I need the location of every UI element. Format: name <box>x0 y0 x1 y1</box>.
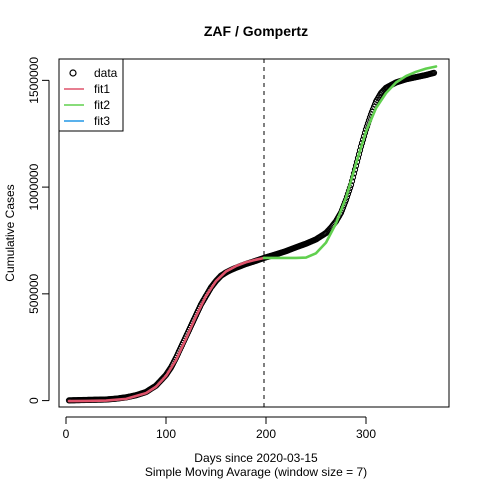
x-tick-label: 100 <box>156 427 176 441</box>
legend-label-fit1: fit1 <box>94 82 110 96</box>
x-tick-label: 300 <box>356 427 376 441</box>
y-axis: 0 500000 1000000 1500000 <box>27 57 50 404</box>
series-fit1 <box>67 256 266 403</box>
legend-box <box>58 58 124 132</box>
series-line-fit2 <box>262 65 438 260</box>
y-tick-label: 1000000 <box>27 163 41 210</box>
y-tick-label: 500000 <box>27 274 41 314</box>
x-tick-label: 0 <box>63 427 70 441</box>
legend: data fit1 fit2 fit3 <box>58 58 124 132</box>
plot-frame <box>58 58 450 408</box>
legend-label-fit2: fit2 <box>94 98 110 112</box>
plot-region <box>65 59 438 407</box>
legend-label-data: data <box>94 66 118 80</box>
x-axis-label: Days since 2020-03-15 <box>194 451 318 465</box>
legend-label-fit3: fit3 <box>94 114 110 128</box>
y-tick-label: 1500000 <box>27 57 41 104</box>
data-point <box>430 69 438 76</box>
x-axis: 0 100 200 300 <box>63 416 376 441</box>
series-line-fit1 <box>67 256 266 403</box>
legend-key-data <box>69 69 77 77</box>
y-axis-label: Cumulative Cases <box>3 184 17 281</box>
x-tick-label: 200 <box>256 427 276 441</box>
y-tick-label: 0 <box>27 397 41 404</box>
series-fit2 <box>262 65 438 260</box>
x-axis-sublabel: Simple Moving Avarage (window size = 7) <box>145 465 367 479</box>
chart-title: ZAF / Gompertz <box>204 23 308 39</box>
